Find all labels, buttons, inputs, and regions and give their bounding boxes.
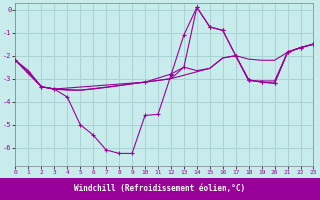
Text: Windchill (Refroidissement éolien,°C): Windchill (Refroidissement éolien,°C) — [75, 184, 245, 194]
